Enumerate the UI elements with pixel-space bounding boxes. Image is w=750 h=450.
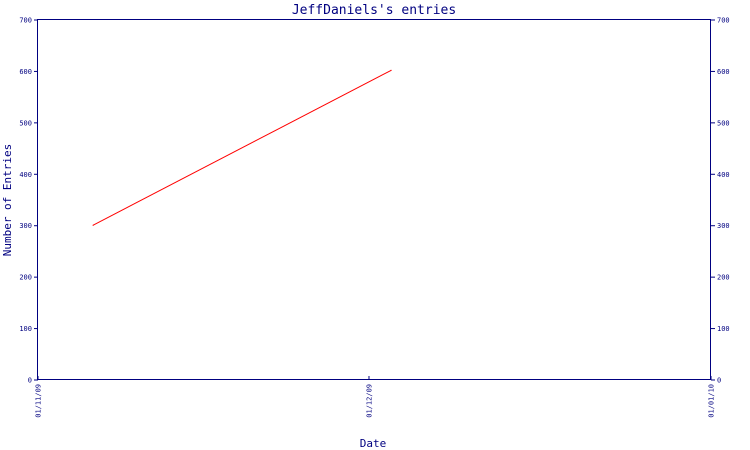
y-tick-label-right: 400 [717,171,730,179]
data-point [92,224,94,226]
y-tick-label-left: 600 [19,68,32,76]
y-axis-right: 0 100 200 300 400 500 600 700 [711,17,730,385]
y-tick-label-right: 500 [717,119,730,127]
y-tick-label-right: 700 [717,17,730,25]
series-layer [92,69,392,226]
data-point [390,69,392,71]
x-tick-label: 01/11/09 [35,384,43,418]
y-tick-label-left: 100 [19,325,32,333]
y-tick-label-right: 600 [717,68,730,76]
y-tick-label-right: 0 [717,377,721,385]
chart-title: JeffDaniels's entries [292,3,456,18]
y-axis-title: Number of Entries [1,144,14,257]
x-axis: 01/11/09 01/12/09 01/01/10 [35,376,716,418]
x-axis-title: Date [360,437,387,450]
plot-area-frame [37,19,711,380]
x-tick-label: 01/01/10 [708,384,716,418]
y-tick-label-left: 400 [19,171,32,179]
y-tick-label-right: 200 [717,274,730,282]
x-tick-label: 01/12/09 [365,384,373,418]
y-axis-left: 0 100 200 300 400 500 600 700 [19,17,38,385]
y-tick-label-right: 100 [717,325,730,333]
y-tick-label-left: 0 [28,377,32,385]
y-tick-label-left: 700 [19,17,32,25]
y-tick-label-left: 300 [19,222,32,230]
y-tick-label-right: 300 [717,222,730,230]
y-tick-label-left: 200 [19,274,32,282]
series-line [92,69,392,226]
y-tick-label-left: 500 [19,119,32,127]
